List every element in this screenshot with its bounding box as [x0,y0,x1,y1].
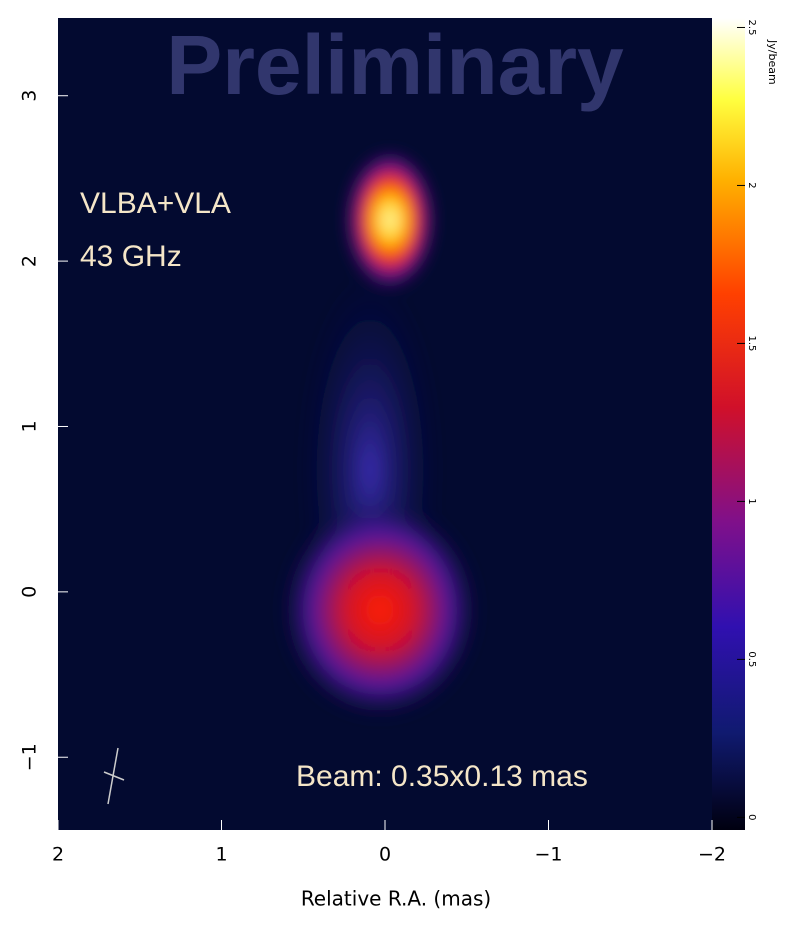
beam [103,747,125,805]
y-tick-label: 2 [19,255,41,267]
x-tick-label: 1 [215,844,227,866]
x-tick-label: −1 [534,844,562,866]
watermark: Preliminary [166,18,624,112]
y-tick-label: 0 [19,586,41,598]
annotation: Beam: 0.35x0.13 mas [296,760,588,793]
colorbar-tick-label: 2 [746,182,757,188]
colorbar-tick-label: 0.5 [746,651,757,667]
x-axis-label: Relative R.A. (mas) [301,887,491,911]
colorbar-tick-label: 0 [746,814,757,820]
y-tick-label: −1 [19,743,41,771]
x-tick-label: −2 [698,844,726,866]
colorbar [712,18,745,830]
annotation: 43 GHz [80,240,182,273]
y-tick-label: 1 [19,420,41,432]
colorbar-tick-label: 1.5 [746,335,757,351]
y-tick-label: 3 [19,90,41,102]
annotation: VLBA+VLA [80,187,231,220]
core [280,500,480,720]
colorbar-label: Jy/beam [766,39,779,85]
colorbar-tick-label: 2.5 [746,20,757,36]
x-tick-label: 0 [379,844,391,866]
colorbar-tick-label: 1 [746,498,757,504]
hotspot [345,150,435,290]
x-tick-label: 2 [52,844,64,866]
emission [280,150,480,720]
